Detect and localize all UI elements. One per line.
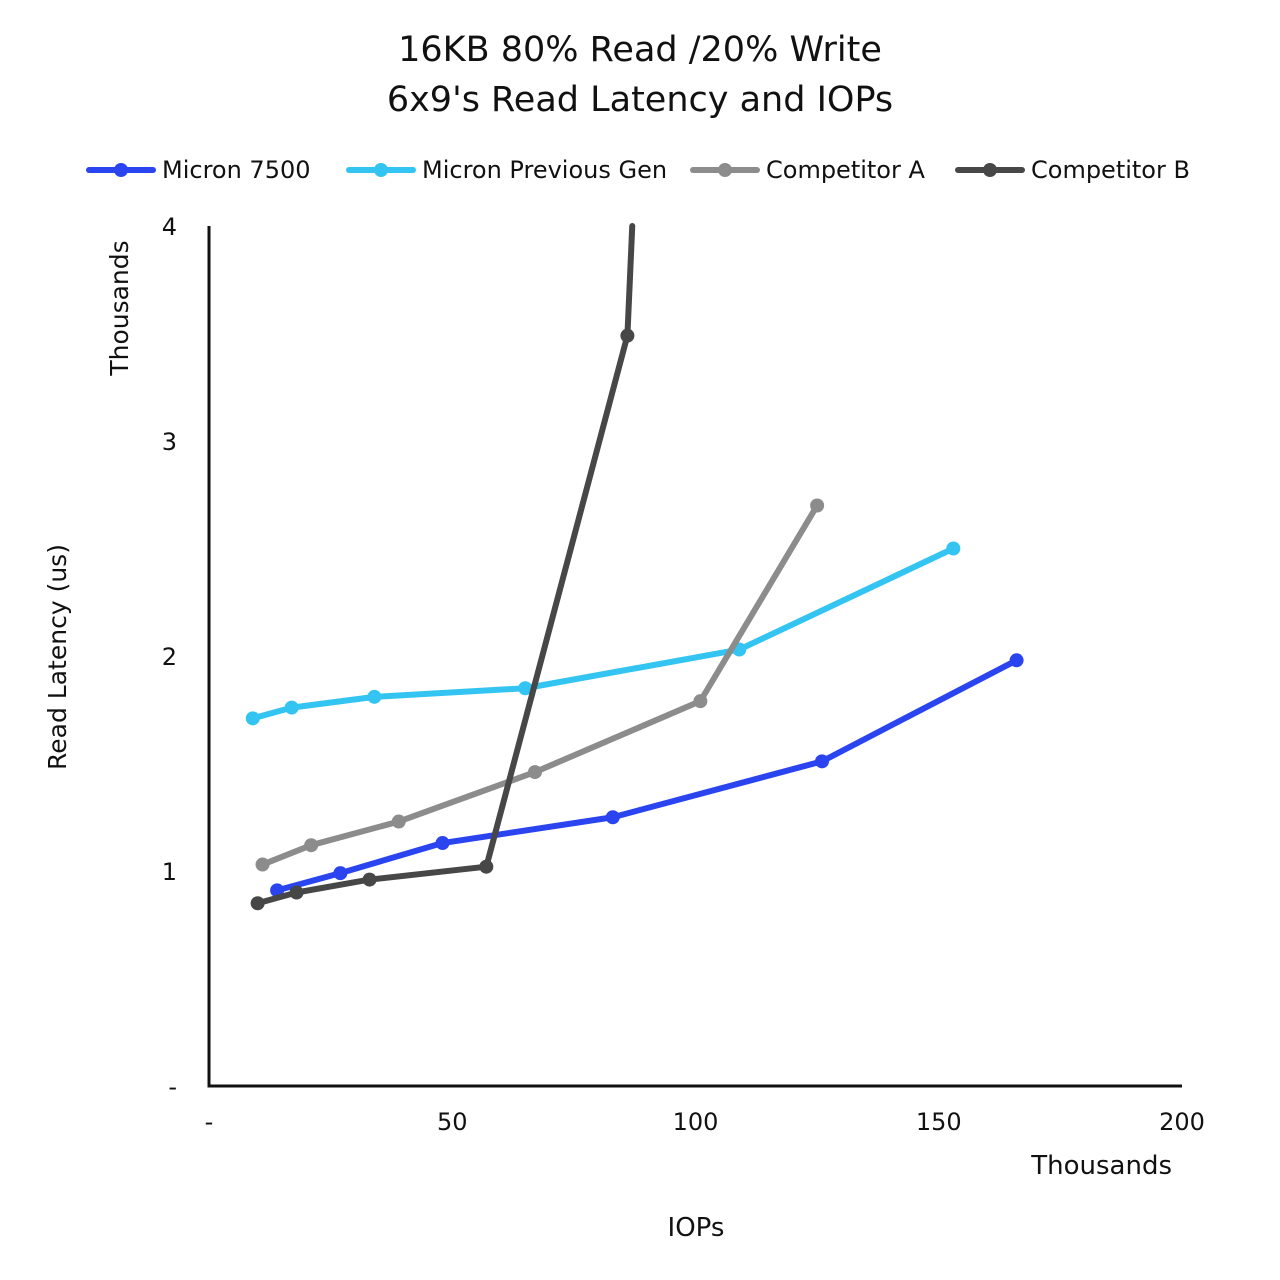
data-point-competitor-b[interactable] <box>620 328 635 343</box>
chart-series <box>245 223 1024 911</box>
series-competitor-a <box>255 498 825 872</box>
data-point-competitor-b[interactable] <box>289 885 304 900</box>
x-tick-label: - <box>205 1108 214 1136</box>
x-tick-label: 150 <box>916 1108 962 1136</box>
legend-swatch-micron-previous-gen <box>346 160 416 180</box>
x-axis-label: IOPs <box>668 1213 725 1243</box>
series-micron-previous-gen <box>245 541 961 726</box>
series-line-micron-previous-gen <box>249 545 957 722</box>
data-point-micron-7500[interactable] <box>435 836 450 851</box>
legend-item-competitor-b[interactable]: Competitor B <box>955 150 1190 190</box>
y-tick-label: 1 <box>162 858 177 886</box>
legend-label-micron-previous-gen: Micron Previous Gen <box>422 156 668 184</box>
chart-tick-labels: - 50 100 150 200 - 1 2 3 4 <box>162 213 1205 1136</box>
chart-title-line-2: 6x9's Read Latency and IOPs <box>386 80 894 120</box>
data-point-competitor-a[interactable] <box>810 498 825 513</box>
legend-label-micron-7500: Micron 7500 <box>162 156 311 184</box>
series-line-competitor-a <box>259 502 821 868</box>
series-micron-7500 <box>270 653 1024 898</box>
data-point-micron-previous-gen[interactable] <box>284 700 299 715</box>
series-competitor-b <box>250 223 636 911</box>
y-tick-label: 3 <box>162 428 177 456</box>
series-line-micron-7500 <box>274 657 1020 894</box>
data-point-competitor-a[interactable] <box>304 838 319 853</box>
x-tick-label: 200 <box>1159 1108 1205 1136</box>
data-point-micron-previous-gen[interactable] <box>367 689 382 704</box>
legend-swatch-competitor-a <box>690 160 760 180</box>
data-point-competitor-b[interactable] <box>479 859 494 874</box>
legend-item-micron-previous-gen[interactable]: Micron Previous Gen <box>346 150 667 190</box>
legend-swatch-competitor-b <box>955 160 1025 180</box>
data-point-competitor-a[interactable] <box>527 765 542 780</box>
y-axis-units-label: Thousands <box>105 240 134 376</box>
data-point-micron-previous-gen[interactable] <box>518 681 533 696</box>
y-tick-label: - <box>168 1073 177 1101</box>
data-point-micron-previous-gen[interactable] <box>946 541 961 556</box>
y-tick-label: 2 <box>162 643 177 671</box>
data-point-micron-7500[interactable] <box>605 810 620 825</box>
legend-label-competitor-b: Competitor B <box>1031 156 1190 184</box>
x-tick-label: 100 <box>673 1108 719 1136</box>
data-point-competitor-a[interactable] <box>255 857 270 872</box>
x-tick-label: 50 <box>437 1108 468 1136</box>
data-point-micron-previous-gen[interactable] <box>245 711 260 726</box>
data-point-micron-7500[interactable] <box>1009 653 1024 668</box>
legend-item-micron-7500[interactable]: Micron 7500 <box>86 150 311 190</box>
legend-label-competitor-a: Competitor A <box>766 156 925 184</box>
y-tick-label: 4 <box>162 213 177 241</box>
data-point-competitor-b[interactable] <box>362 872 377 887</box>
y-axis-label: Read Latency (us) <box>43 544 72 770</box>
data-point-competitor-b[interactable] <box>250 896 265 911</box>
legend-item-competitor-a[interactable]: Competitor A <box>690 150 925 190</box>
chart-legend: Micron 7500 Micron Previous Gen Competit… <box>0 150 1280 190</box>
data-point-competitor-a[interactable] <box>391 814 406 829</box>
data-point-micron-7500[interactable] <box>333 866 348 881</box>
chart-axes <box>207 226 1182 1088</box>
data-point-micron-7500[interactable] <box>814 754 829 769</box>
data-point-competitor-a[interactable] <box>693 694 708 709</box>
legend-swatch-micron-7500 <box>86 160 156 180</box>
x-axis-units-label: Thousands <box>1030 1151 1172 1181</box>
chart-title-line-1: 16KB 80% Read /20% Write <box>398 30 882 70</box>
